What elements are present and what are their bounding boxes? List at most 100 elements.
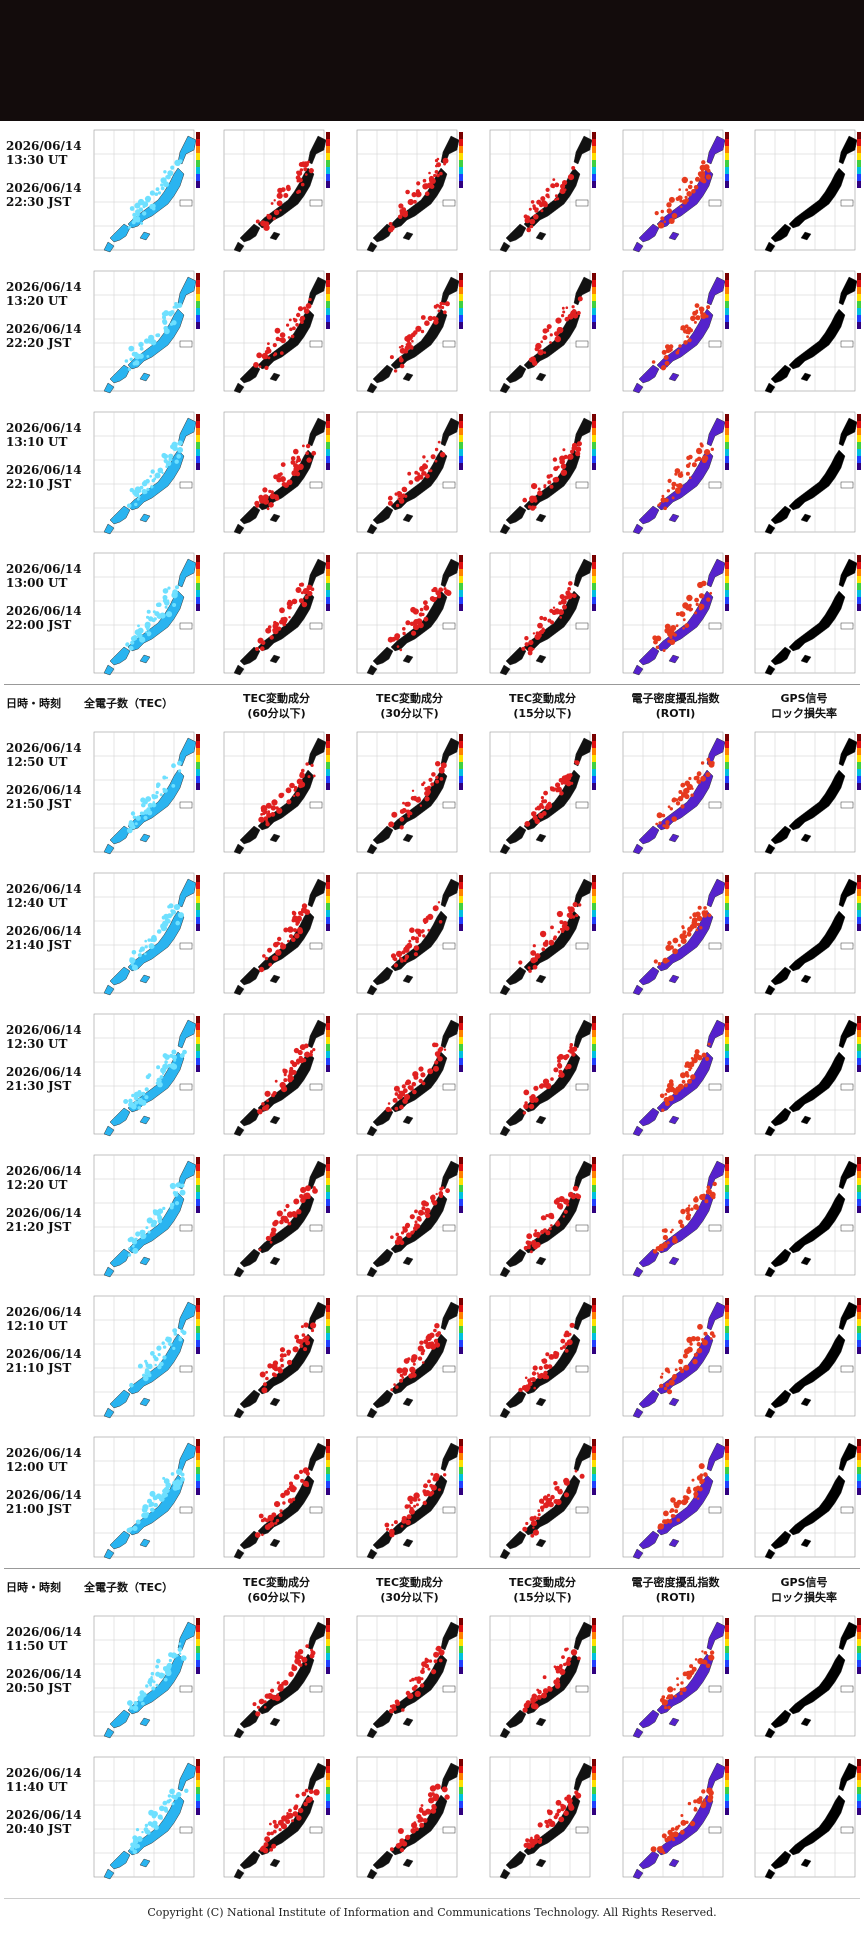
tec-30min-map-thumbnail[interactable] <box>347 547 472 683</box>
tec-15min-map-thumbnail[interactable] <box>480 265 605 401</box>
tec-60min-map-thumbnail[interactable] <box>214 867 339 1003</box>
time-ut: 11:40 UT <box>6 1780 68 1794</box>
row-timestamp: 2026/06/14 12:50 UT 2026/06/14 21:50 JST <box>6 723 84 864</box>
lol-map-thumbnail[interactable] <box>745 1431 864 1567</box>
tec-map-thumbnail[interactable] <box>84 1290 209 1426</box>
table-row: 2026/06/14 13:30 UT 2026/06/14 22:30 JST <box>0 121 864 262</box>
lol-map-thumbnail[interactable] <box>745 1751 864 1887</box>
tec-30min-map-thumbnail[interactable] <box>347 726 472 862</box>
lol-map-thumbnail[interactable] <box>745 726 864 862</box>
column-header: TEC変動成分 (60分以下) <box>214 691 339 721</box>
tec-15min-map-thumbnail[interactable] <box>480 1008 605 1144</box>
lol-map-thumbnail[interactable] <box>745 547 864 683</box>
tec-60min-map-thumbnail[interactable] <box>214 406 339 542</box>
roti-map-thumbnail[interactable] <box>613 1290 738 1426</box>
column-header: TEC変動成分 (30分以下) <box>347 691 472 721</box>
roti-map-thumbnail[interactable] <box>613 867 738 1003</box>
tec-map-thumbnail[interactable] <box>84 1751 209 1887</box>
column-header-line1: 電子密度擾乱指数 <box>631 1576 720 1589</box>
tec-60min-map-thumbnail[interactable] <box>214 1610 339 1746</box>
column-header-line2: (15分以下) <box>513 707 572 720</box>
tec-map-thumbnail[interactable] <box>84 547 209 683</box>
tec-30min-map-thumbnail[interactable] <box>347 265 472 401</box>
date-jst: 2026/06/14 <box>6 181 82 195</box>
lol-map-thumbnail[interactable] <box>745 1149 864 1285</box>
tec-map-thumbnail[interactable] <box>84 1431 209 1567</box>
tec-map-thumbnail[interactable] <box>84 1008 209 1144</box>
lol-map-thumbnail[interactable] <box>745 1290 864 1426</box>
tec-map-thumbnail[interactable] <box>84 1149 209 1285</box>
column-header-row: 日時・時刻 全電子数（TEC） TEC変動成分 (60分以下) TEC変動成分 (30分以… <box>0 687 864 725</box>
time-ut: 13:10 UT <box>6 435 68 449</box>
tec-30min-map-thumbnail[interactable] <box>347 124 472 260</box>
tec-30min-map-thumbnail[interactable] <box>347 1008 472 1144</box>
column-header-line2: ロック損失率 <box>771 707 837 720</box>
column-header-line1: TEC変動成分 <box>242 1576 311 1589</box>
roti-map-thumbnail[interactable] <box>613 1149 738 1285</box>
tec-60min-map-thumbnail[interactable] <box>214 1149 339 1285</box>
tec-15min-map-thumbnail[interactable] <box>480 1149 605 1285</box>
tec-map-thumbnail[interactable] <box>84 726 209 862</box>
column-header: TEC変動成分 (60分以下) <box>214 1575 339 1605</box>
tec-60min-map-thumbnail[interactable] <box>214 1751 339 1887</box>
tec-30min-map-thumbnail[interactable] <box>347 1431 472 1567</box>
tec-30min-map-thumbnail[interactable] <box>347 867 472 1003</box>
tec-30min-map-thumbnail[interactable] <box>347 1610 472 1746</box>
row-timestamp: 2026/06/14 12:30 UT 2026/06/14 21:30 JST <box>6 1005 84 1146</box>
date-jst: 2026/06/14 <box>6 1808 82 1822</box>
roti-map-thumbnail[interactable] <box>613 547 738 683</box>
tec-map-thumbnail[interactable] <box>84 406 209 542</box>
tec-map-thumbnail[interactable] <box>84 1610 209 1746</box>
tec-15min-map-thumbnail[interactable] <box>480 867 605 1003</box>
lol-map-thumbnail[interactable] <box>745 265 864 401</box>
tec-30min-map-thumbnail[interactable] <box>347 1751 472 1887</box>
column-header-line1: 全電子数（TEC） <box>84 697 174 710</box>
column-header: 電子密度擾乱指数 (ROTI) <box>613 691 738 721</box>
tec-60min-map-thumbnail[interactable] <box>214 1008 339 1144</box>
tec-15min-map-thumbnail[interactable] <box>480 124 605 260</box>
lol-map-thumbnail[interactable] <box>745 406 864 542</box>
tec-30min-map-thumbnail[interactable] <box>347 406 472 542</box>
date-ut: 2026/06/14 <box>6 1023 82 1037</box>
tec-60min-map-thumbnail[interactable] <box>214 1431 339 1567</box>
lol-map-thumbnail[interactable] <box>745 867 864 1003</box>
tec-15min-map-thumbnail[interactable] <box>480 1431 605 1567</box>
table-row: 2026/06/14 12:00 UT 2026/06/14 21:00 JST <box>0 1428 864 1569</box>
roti-map-thumbnail[interactable] <box>613 265 738 401</box>
roti-map-thumbnail[interactable] <box>613 1610 738 1746</box>
tec-map-thumbnail[interactable] <box>84 265 209 401</box>
lol-map-thumbnail[interactable] <box>745 1610 864 1746</box>
roti-map-thumbnail[interactable] <box>613 726 738 862</box>
tec-15min-map-thumbnail[interactable] <box>480 406 605 542</box>
tec-60min-map-thumbnail[interactable] <box>214 1290 339 1426</box>
lol-map-thumbnail[interactable] <box>745 124 864 260</box>
tec-map-thumbnail[interactable] <box>84 124 209 260</box>
tec-15min-map-thumbnail[interactable] <box>480 726 605 862</box>
roti-map-thumbnail[interactable] <box>613 1008 738 1144</box>
column-header-line1: GPS信号 <box>780 692 828 705</box>
tec-map-thumbnail[interactable] <box>84 867 209 1003</box>
tec-30min-map-thumbnail[interactable] <box>347 1290 472 1426</box>
tec-60min-map-thumbnail[interactable] <box>214 726 339 862</box>
row-timestamp: 2026/06/14 12:00 UT 2026/06/14 21:00 JST <box>6 1428 84 1569</box>
tec-15min-map-thumbnail[interactable] <box>480 547 605 683</box>
tec-15min-map-thumbnail[interactable] <box>480 1751 605 1887</box>
roti-map-thumbnail[interactable] <box>613 124 738 260</box>
roti-map-thumbnail[interactable] <box>613 1431 738 1567</box>
tec-15min-map-thumbnail[interactable] <box>480 1610 605 1746</box>
roti-map-thumbnail[interactable] <box>613 1751 738 1887</box>
date-jst: 2026/06/14 <box>6 1206 82 1220</box>
date-ut: 2026/06/14 <box>6 1305 82 1319</box>
tec-60min-map-thumbnail[interactable] <box>214 265 339 401</box>
lol-map-thumbnail[interactable] <box>745 1008 864 1144</box>
column-header-line2: (60分以下) <box>247 1591 306 1604</box>
roti-map-thumbnail[interactable] <box>613 406 738 542</box>
date-jst: 2026/06/14 <box>6 1065 82 1079</box>
tec-60min-map-thumbnail[interactable] <box>214 124 339 260</box>
tec-15min-map-thumbnail[interactable] <box>480 1290 605 1426</box>
tec-30min-map-thumbnail[interactable] <box>347 1149 472 1285</box>
time-jst: 21:30 JST <box>6 1079 72 1093</box>
row-timestamp: 2026/06/14 13:20 UT 2026/06/14 22:20 JST <box>6 262 84 403</box>
time-ut: 13:30 UT <box>6 153 68 167</box>
tec-60min-map-thumbnail[interactable] <box>214 547 339 683</box>
